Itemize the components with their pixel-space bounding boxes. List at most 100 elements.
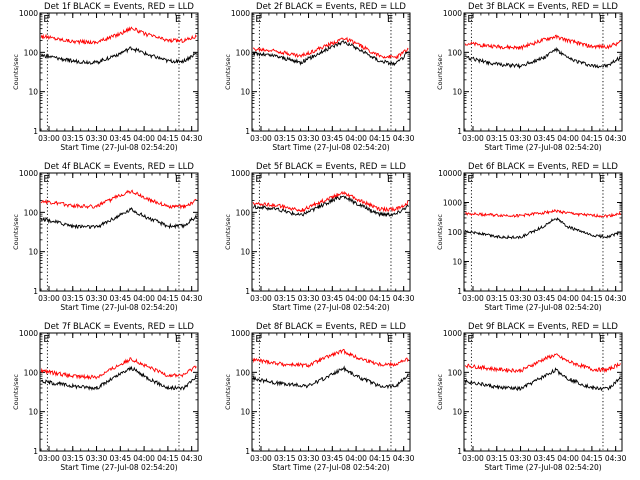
y-tick-label: 1000: [19, 169, 38, 178]
plot-frame: [251, 12, 411, 132]
y-axis-label: Counts/sec: [12, 374, 20, 410]
x-tick-label: 03:45: [322, 134, 344, 143]
y-tick-label: 1000: [19, 329, 38, 338]
y-tick-label: 1000: [231, 329, 250, 338]
event-marker-label: E: [175, 14, 181, 25]
series-line-events-black: [40, 46, 197, 65]
x-tick-label: 03:30: [510, 294, 532, 303]
x-tick-label: 03:30: [86, 294, 108, 303]
y-tick-label: 10000: [438, 169, 462, 178]
x-tick-label: 04:00: [133, 294, 155, 303]
y-tick-label: 100: [448, 368, 463, 377]
x-tick-label: 04:15: [369, 294, 391, 303]
x-tick-label: 03:30: [298, 134, 320, 143]
x-tick-label: 03:30: [510, 454, 532, 463]
y-tick-label: 100: [24, 48, 39, 57]
x-tick-label: 03:15: [62, 454, 84, 463]
y-tick-label: 100: [236, 368, 251, 377]
event-marker-label: E: [387, 174, 393, 185]
y-tick-label: 1: [245, 287, 250, 296]
chart-title: Det 2f BLACK = Events, RED = LLD: [256, 2, 406, 12]
x-tick-label: 03:45: [534, 454, 556, 463]
event-marker-label: E: [255, 14, 261, 25]
series-line-events-black: [464, 46, 621, 70]
x-tick-label: 04:30: [181, 454, 203, 463]
x-tick-label: 03:00: [462, 294, 484, 303]
y-tick-label: 10: [452, 88, 462, 97]
x-tick-label: 04:30: [393, 134, 415, 143]
y-tick-label: 10: [28, 408, 38, 417]
x-tick-label: 03:15: [274, 134, 296, 143]
chart-title: Det 8f BLACK = Events, RED = LLD: [256, 322, 406, 332]
y-tick-label: 10: [240, 408, 250, 417]
y-axis-label: Counts/sec: [12, 54, 20, 90]
x-axis-label: Start Time (27-Jul-08 02:54:20): [484, 303, 601, 312]
chart-title: Det 4f BLACK = Events, RED = LLD: [44, 162, 194, 172]
x-tick-label: 04:30: [605, 294, 627, 303]
chart-panel-9: Det 9f BLACK = Events, RED = LLD 1 10 100 10…: [436, 322, 627, 472]
y-axis-label: Counts/sec: [12, 214, 20, 250]
x-tick-label: 03:15: [274, 294, 296, 303]
y-tick-label: 10: [28, 248, 38, 257]
x-tick-label: 03:15: [486, 134, 508, 143]
x-axis-label: Start Time (27-Jul-08 02:54:20): [60, 143, 177, 152]
chart-title: Det 9f BLACK = Events, RED = LLD: [468, 322, 618, 332]
x-axis-label: Start Time (27-Jul-08 02:54:20): [484, 143, 601, 152]
x-tick-label: 03:45: [322, 294, 344, 303]
x-tick-label: 04:15: [581, 294, 603, 303]
event-marker-label: E: [175, 174, 181, 185]
y-tick-label: 1000: [231, 9, 250, 18]
x-tick-label: 03:00: [250, 134, 272, 143]
x-tick-label: 04:30: [393, 454, 415, 463]
y-tick-label: 10: [452, 258, 462, 267]
y-tick-label: 1000: [19, 9, 38, 18]
x-tick-label: 04:15: [157, 454, 179, 463]
x-tick-label: 03:45: [322, 454, 344, 463]
x-tick-label: 04:00: [557, 454, 579, 463]
x-tick-label: 04:15: [157, 294, 179, 303]
x-axis-label: Start Time (27-Jul-08 02:54:20): [272, 143, 389, 152]
y-tick-label: 1000: [443, 199, 462, 208]
x-tick-label: 03:30: [298, 454, 320, 463]
x-tick-label: 04:15: [581, 454, 603, 463]
y-tick-label: 1: [245, 127, 250, 136]
x-tick-label: 03:45: [110, 134, 132, 143]
series-line-events-black: [252, 195, 409, 218]
x-tick-label: 04:00: [133, 454, 155, 463]
y-tick-label: 10: [240, 248, 250, 257]
x-tick-label: 04:15: [581, 134, 603, 143]
chart-title: Det 5f BLACK = Events, RED = LLD: [256, 162, 406, 172]
event-marker-label: E: [599, 174, 605, 185]
plot-frame: [251, 172, 411, 292]
x-tick-label: 03:45: [110, 294, 132, 303]
y-tick-label: 1: [457, 287, 462, 296]
x-tick-label: 03:00: [38, 454, 60, 463]
plot-frame: [251, 332, 411, 452]
y-axis-label: Counts/sec: [436, 214, 444, 250]
event-marker-label: E: [387, 334, 393, 345]
chart-panel-4: Det 4f BLACK = Events, RED = LLD 1 10 100 10…: [12, 162, 203, 312]
y-axis-label: Counts/sec: [436, 374, 444, 410]
plot-frame: [39, 12, 199, 132]
x-tick-label: 03:30: [86, 454, 108, 463]
series-line-lld-red: [252, 348, 409, 369]
x-tick-label: 04:00: [345, 454, 367, 463]
x-tick-label: 03:00: [38, 134, 60, 143]
series-line-events-black: [40, 207, 197, 230]
chart-panel-7: Det 7f BLACK = Events, RED = LLD 1 10 100 10…: [12, 322, 203, 472]
chart-title: Det 6f BLACK = Events, RED = LLD: [468, 162, 618, 172]
series-line-lld-red: [40, 26, 197, 46]
event-marker-label: E: [599, 334, 605, 345]
chart-panel-5: Det 5f BLACK = Events, RED = LLD 1 10 100 10…: [224, 162, 415, 312]
x-axis-label: Start Time (27-Jul-08 02:54:20): [60, 463, 177, 472]
event-marker-label: E: [43, 174, 49, 185]
chart-panel-1: Det 1f BLACK = Events, RED = LLD 1 10 100 10…: [12, 2, 203, 152]
x-tick-label: 03:30: [298, 294, 320, 303]
chart-panel-2: Det 2f BLACK = Events, RED = LLD 1 10 100 10…: [224, 2, 415, 152]
y-tick-label: 10: [240, 88, 250, 97]
y-tick-label: 1: [33, 287, 38, 296]
x-tick-label: 03:45: [110, 454, 132, 463]
x-tick-label: 03:30: [86, 134, 108, 143]
event-marker-label: E: [467, 334, 473, 345]
